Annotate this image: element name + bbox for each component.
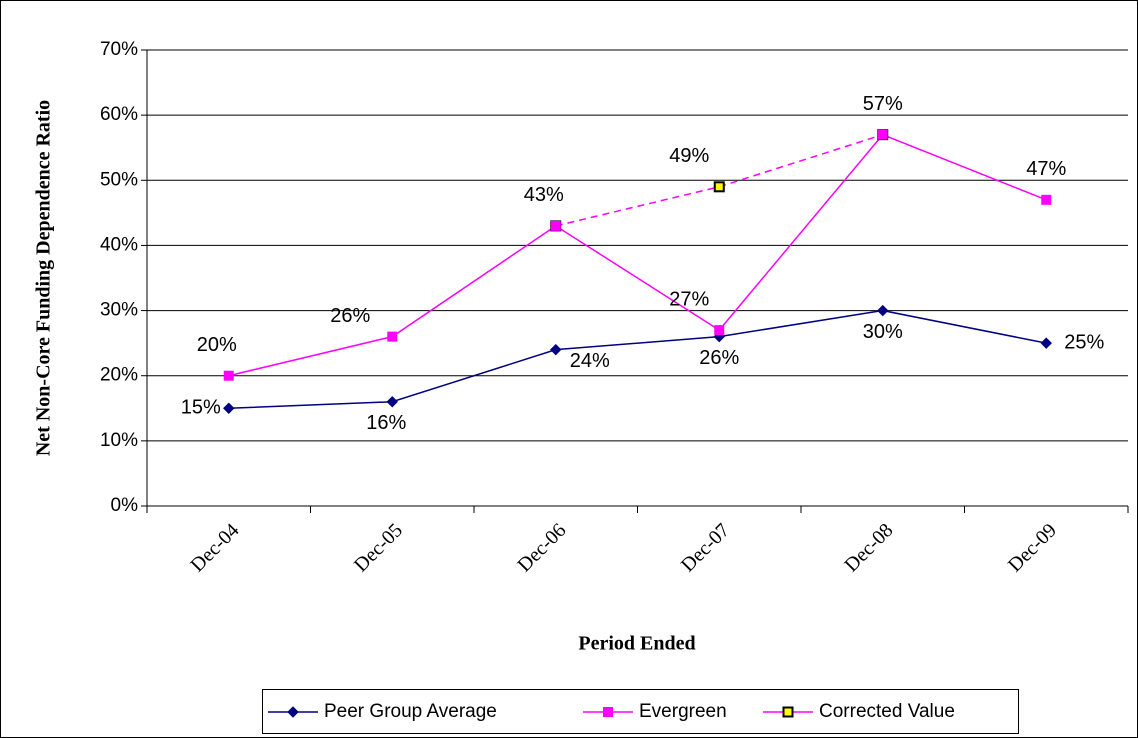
legend-label: Evergreen [639,701,727,722]
data-label: 25% [1064,331,1104,353]
x-axis-title: Period Ended [578,633,695,655]
data-label: 26% [330,305,370,327]
data-label: 15% [181,397,221,419]
y-tick-label: 60% [100,104,138,125]
data-label: 16% [366,412,406,434]
y-tick-label: 10% [100,430,138,451]
data-point [223,402,235,414]
data-label: 26% [699,347,739,369]
data-label: 57% [863,93,903,115]
data-point [877,304,889,317]
data-label: 30% [863,321,903,343]
data-point [550,220,561,231]
data-point [550,343,562,356]
legend-label: Peer Group Average [324,701,497,722]
data-point [1041,194,1052,205]
data-point [386,396,398,408]
data-point [877,129,888,140]
y-tick-label: 40% [100,234,138,255]
data-point [223,370,234,381]
y-tick-label: 70% [100,39,138,60]
data-label: 43% [524,184,564,206]
legend-box [262,689,1019,734]
legend-marker [782,706,794,718]
legend-label: Corrected Value [819,701,955,722]
legend-marker [287,706,299,718]
y-tick-label: 20% [100,365,138,386]
data-point [714,325,725,336]
data-label: 27% [669,288,709,310]
data-label: 49% [669,145,709,167]
series-line [228,309,1047,410]
y-tick-label: 30% [100,300,138,321]
legend-marker [603,707,613,717]
data-label: 24% [570,350,610,372]
data-point [387,331,398,342]
data-label: 20% [197,334,237,356]
y-axis-title: Net Non-Core Funding Dependence Ratio [33,100,55,456]
data-point [713,181,725,193]
data-point [1040,337,1052,349]
y-tick-label: 0% [111,495,139,516]
data-label: 47% [1026,158,1066,180]
y-tick-label: 50% [100,169,138,190]
series-line [228,133,1047,377]
